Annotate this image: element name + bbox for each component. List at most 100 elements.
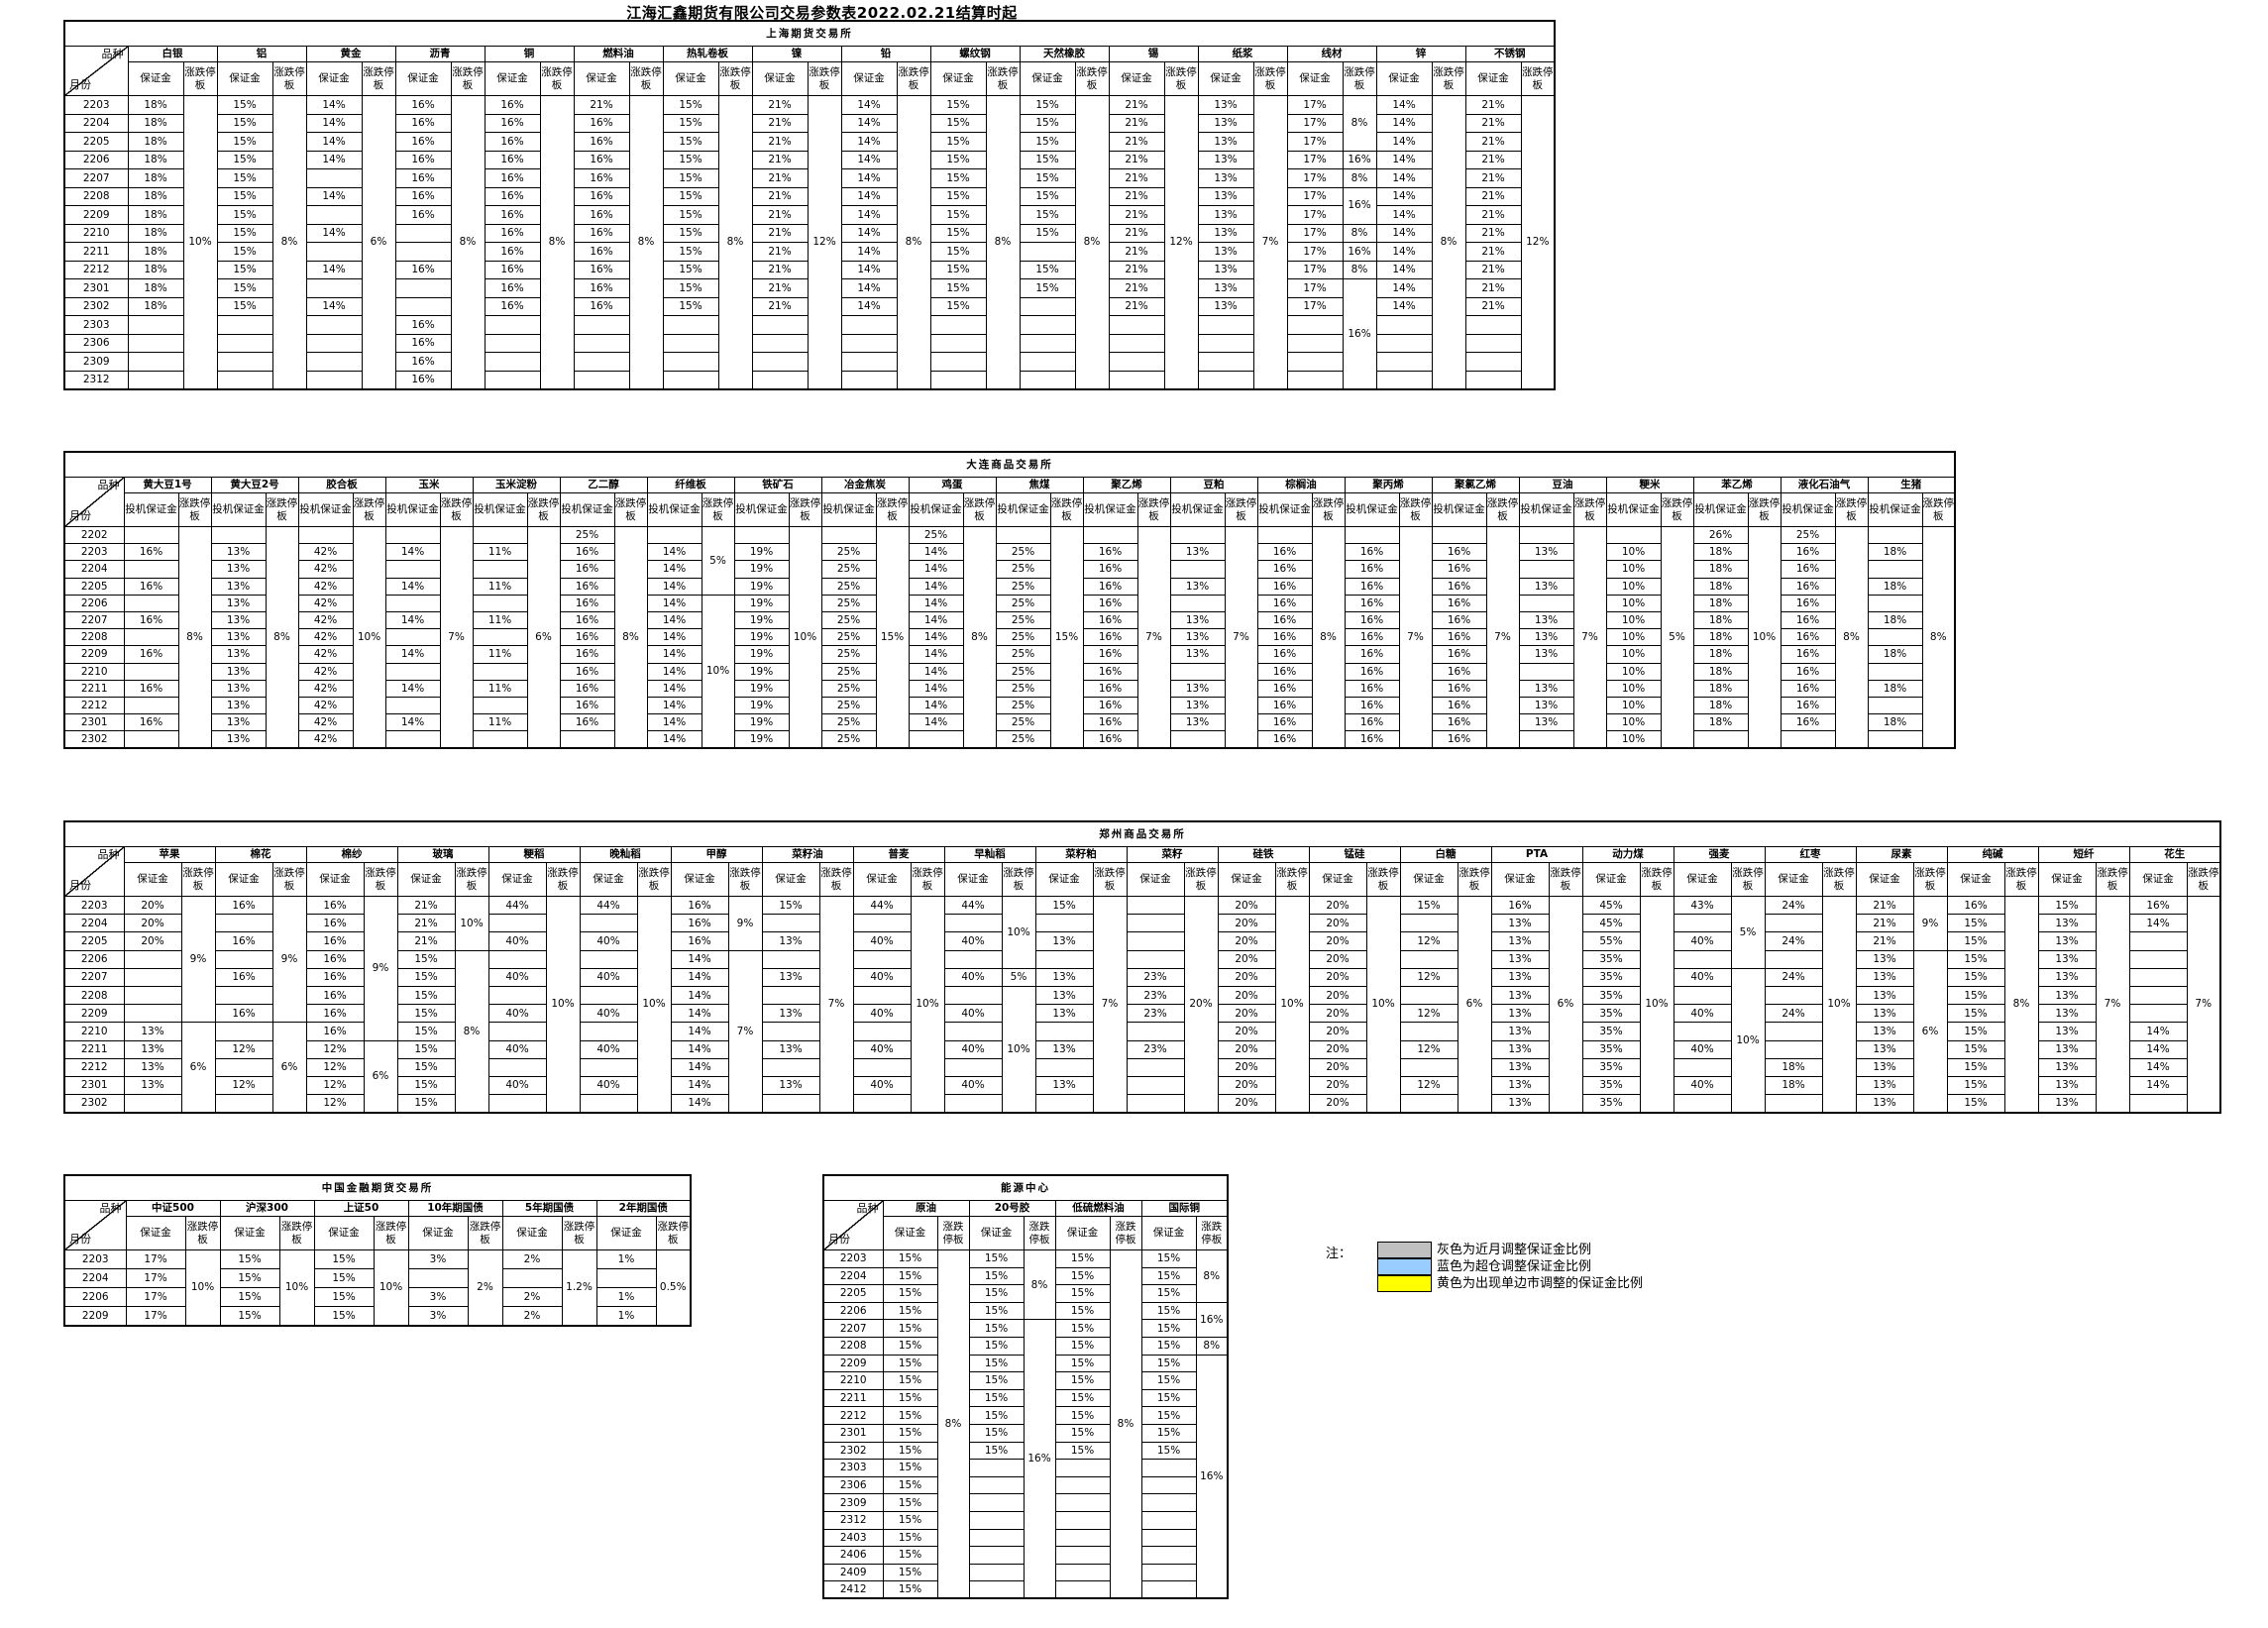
margin-cell: 15% xyxy=(216,278,273,298)
margin-cell: 42% xyxy=(297,696,354,715)
corner-cell: 品种 月份 xyxy=(63,846,125,897)
margin-cell xyxy=(1169,662,1226,681)
month-cell: 2207 xyxy=(63,967,125,987)
margin-cell: 44% xyxy=(487,895,547,916)
margin-cell: 14% xyxy=(646,610,702,630)
legend: 注： 灰色为近月调整保证金比例 蓝色为超仓调整保证金比例 黄色为出现单边市调整的… xyxy=(1326,1242,1643,1292)
margin-cell: 40% xyxy=(852,1075,912,1096)
margin-header: 投机保证金 xyxy=(210,492,267,527)
margin-cell xyxy=(305,333,363,353)
margin-cell xyxy=(943,914,1003,933)
limit-header: 涨跌停板 xyxy=(1921,492,1956,527)
month-cell: 2205 xyxy=(63,931,125,951)
margin-cell: 16% xyxy=(1344,628,1400,647)
margin-cell: 20% xyxy=(1217,967,1276,987)
margin-cell: 18% xyxy=(1764,1057,1823,1077)
margin-cell: 16% xyxy=(1256,610,1313,630)
exchange-table-ine: 能源中心 品种 月份 原油 20号胶 低硫燃料油 国际铜 保证金 涨跌停板 保证金 涨跌停板 保证金涨… xyxy=(822,1174,1229,1600)
margin-cell: 15% xyxy=(396,1075,456,1096)
margin-cell xyxy=(1126,914,1185,933)
product-name: 铁矿石 xyxy=(733,477,822,493)
margin-cell: 14% xyxy=(840,95,898,115)
margin-cell: 15% xyxy=(882,1563,938,1582)
table-cffex: 中国金融期货交易所 品种 月份 中证500 沪深300 上证50 10年期国债 5年期国债 2年… xyxy=(63,1174,692,1327)
margin-cell: 21% xyxy=(1855,931,1914,951)
margin-cell xyxy=(579,1094,638,1114)
corner-cell: 品种 月份 xyxy=(63,46,129,96)
limit-cell: 7% xyxy=(1252,95,1288,389)
margin-cell: 13% xyxy=(761,931,820,951)
month-cell: 2309 xyxy=(63,352,129,372)
limit-cell: 7% xyxy=(818,895,854,1114)
margin-cell: 14% xyxy=(305,186,363,206)
margin-cell: 13% xyxy=(1197,242,1254,262)
margin-cell: 16% xyxy=(1431,594,1487,612)
margin-cell: 20% xyxy=(1308,1022,1367,1041)
margin-cell: 42% xyxy=(297,628,354,647)
margin-cell: 21% xyxy=(1464,223,1522,243)
margin-header: 保证金 xyxy=(1140,1216,1197,1250)
limit-cell: 2% xyxy=(467,1249,503,1326)
margin-cell: 13% xyxy=(1855,1022,1914,1041)
margin-cell xyxy=(487,985,547,1006)
margin-cell xyxy=(472,628,528,647)
margin-cell xyxy=(929,333,987,353)
margin-cell: 10% xyxy=(1605,713,1662,732)
margin-cell: 40% xyxy=(1673,931,1732,951)
margin-cell: 15% xyxy=(216,95,273,115)
margin-cell xyxy=(1464,315,1522,335)
margin-cell: 14% xyxy=(840,113,898,133)
margin-cell xyxy=(579,949,638,969)
margin-cell: 16% xyxy=(394,315,452,335)
margin-cell: 24% xyxy=(1764,967,1823,987)
margin-cell: 14% xyxy=(646,696,702,715)
margin-cell: 16% xyxy=(1780,594,1836,612)
limit-header: 涨跌停板 xyxy=(1074,61,1110,96)
margin-cell: 16% xyxy=(1256,696,1313,715)
margin-cell: 16% xyxy=(573,132,630,152)
margin-cell: 14% xyxy=(670,1057,729,1077)
margin-cell: 17% xyxy=(125,1306,186,1326)
margin-cell: 13% xyxy=(210,662,267,681)
margin-cell: 15% xyxy=(882,1423,938,1443)
product-name: 白银 xyxy=(127,46,218,62)
margin-cell: 13% xyxy=(123,1039,182,1059)
margin-cell: 14% xyxy=(1375,113,1433,133)
margin-cell: 40% xyxy=(852,931,912,951)
margin-cell xyxy=(305,352,363,372)
month-cell: 2206 xyxy=(63,150,129,169)
margin-cell xyxy=(1034,1094,1094,1114)
limit-cell: 6% xyxy=(363,1039,398,1114)
margin-cell: 16% xyxy=(484,168,541,188)
limit-header: 涨跌停板 xyxy=(454,862,489,897)
margin-cell: 13% xyxy=(1855,1004,1914,1024)
margin-cell: 25% xyxy=(820,645,877,664)
margin-cell: 15% xyxy=(1946,1094,2005,1114)
margin-header: 保证金 xyxy=(216,61,273,96)
product-name: 冶金焦炭 xyxy=(820,477,910,493)
margin-cell xyxy=(595,1268,657,1288)
margin-cell: 21% xyxy=(396,931,456,951)
margin-cell xyxy=(1867,525,1923,545)
margin-cell: 13% xyxy=(1855,985,1914,1006)
margin-cell: 18% xyxy=(1867,610,1923,630)
limit-cell: 7% xyxy=(1572,525,1607,749)
margin-cell: 16% xyxy=(305,967,365,987)
margin-cell: 14% xyxy=(2128,914,2188,933)
margin-cell: 15% xyxy=(1140,1423,1197,1443)
margin-cell xyxy=(1399,985,1458,1006)
margin-cell: 15% xyxy=(1019,260,1076,279)
margin-cell: 21% xyxy=(751,205,809,225)
limit-cell: 10% xyxy=(352,525,386,749)
margin-cell: 13% xyxy=(761,1075,820,1096)
limit-header: 涨跌停板 xyxy=(1431,61,1466,96)
margin-cell: 10% xyxy=(1605,696,1662,715)
margin-cell: 25% xyxy=(820,543,877,562)
margin-cell: 21% xyxy=(751,242,809,262)
margin-cell: 15% xyxy=(216,186,273,206)
margin-cell: 13% xyxy=(1034,1039,1094,1059)
margin-cell: 11% xyxy=(472,543,528,562)
margin-cell: 13% xyxy=(1034,967,1094,987)
margin-cell: 15% xyxy=(1019,113,1076,133)
product-name: 乙二醇 xyxy=(559,477,648,493)
